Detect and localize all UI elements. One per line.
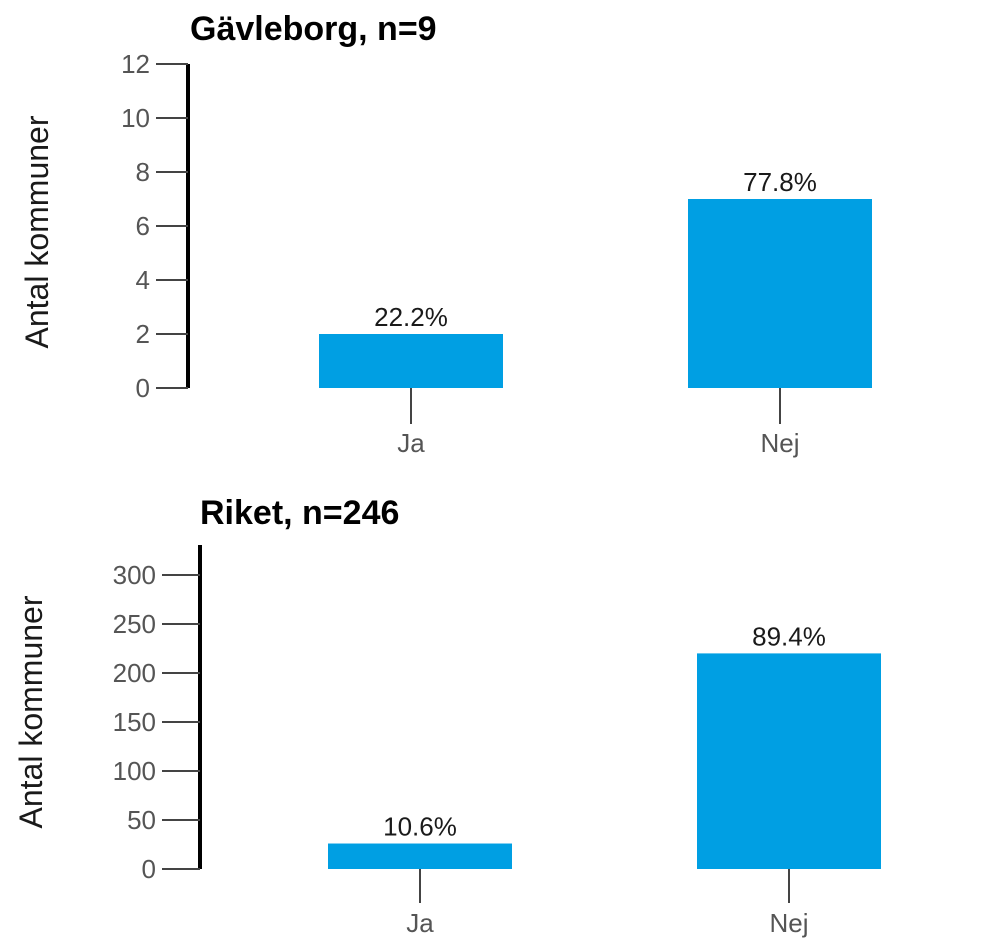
- chart-1-y-tick-label: 12: [121, 49, 150, 79]
- chart-1-y-tick-label: 8: [136, 157, 150, 187]
- chart-2-data-label-nej: 89.4%: [752, 621, 826, 651]
- chart-2-category-label-ja: Ja: [406, 908, 434, 938]
- chart-1-category-label-ja: Ja: [397, 428, 425, 458]
- chart-2-y-tick-label: 150: [113, 707, 156, 737]
- chart-2-data-label-ja: 10.6%: [383, 812, 457, 842]
- chart-1-y-tick-label: 10: [121, 103, 150, 133]
- chart-2-y-tick-label: 0: [142, 854, 156, 884]
- chart-1-y-tick-label: 0: [136, 373, 150, 403]
- chart-1-y-axis-label: Antal kommuner: [19, 115, 55, 348]
- chart-1-bar-nej: [688, 199, 872, 388]
- chart-2-y-tick-label: 50: [127, 805, 156, 835]
- chart-1-bar-ja: [319, 334, 503, 388]
- chart-2-category-label-nej: Nej: [769, 908, 808, 938]
- chart-2-y-tick-label: 250: [113, 609, 156, 639]
- chart-2-bar-ja: [328, 843, 512, 869]
- chart-1-y-tick-label: 4: [136, 265, 150, 295]
- chart-2-y-tick-label: 200: [113, 658, 156, 688]
- chart-1-data-label-nej: 77.8%: [743, 167, 817, 197]
- chart-2-title: Riket, n=246: [200, 494, 399, 532]
- chart-2-y-tick-label: 100: [113, 756, 156, 786]
- chart-1-y-tick-label: 6: [136, 211, 150, 241]
- chart-1-data-label-ja: 22.2%: [374, 302, 448, 332]
- chart-1-category-label-nej: Nej: [760, 428, 799, 458]
- chart-2-y-tick-label: 300: [113, 560, 156, 590]
- chart-2-bar-nej: [697, 653, 881, 869]
- chart-1-title: Gävleborg, n=9: [190, 10, 437, 48]
- chart-1-y-tick-label: 2: [136, 319, 150, 349]
- chart-2-y-axis-label: Antal kommuner: [13, 595, 49, 828]
